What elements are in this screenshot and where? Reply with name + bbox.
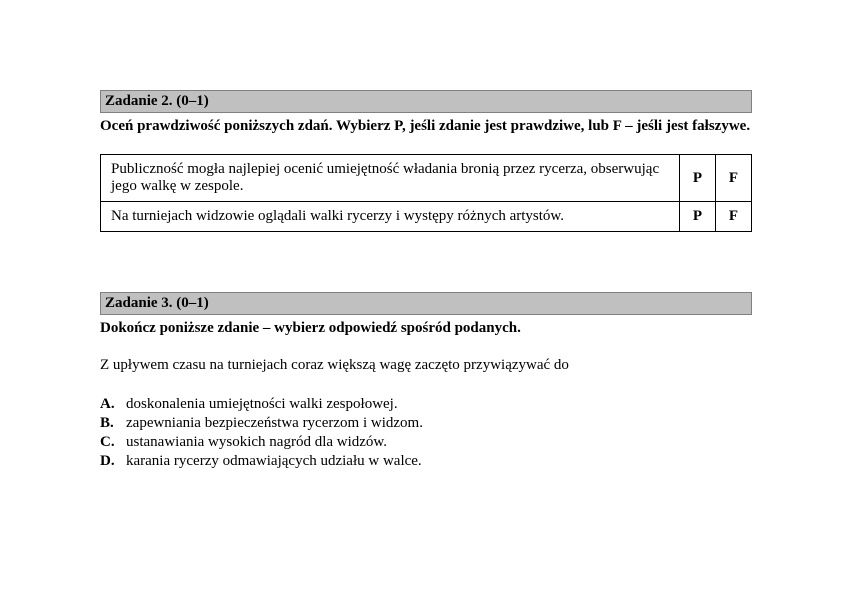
table-row: Na turniejach widzowie oglądali walki ry… xyxy=(101,202,752,232)
task2-header: Zadanie 2. (0–1) xyxy=(100,90,752,113)
answer-p[interactable]: P xyxy=(680,155,716,202)
option-letter: B. xyxy=(100,415,126,432)
answer-f[interactable]: F xyxy=(716,155,752,202)
option-text: ustanawiania wysokich nagród dla widzów. xyxy=(126,434,752,451)
option-text: doskonalenia umiejętności walki zespołow… xyxy=(126,396,752,413)
statement-cell: Na turniejach widzowie oglądali walki ry… xyxy=(101,202,680,232)
table-row: Publiczność mogła najlepiej ocenić umiej… xyxy=(101,155,752,202)
statement-cell: Publiczność mogła najlepiej ocenić umiej… xyxy=(101,155,680,202)
task3-instruction: Dokończ poniższe zdanie – wybierz odpowi… xyxy=(100,318,752,338)
option-b[interactable]: B. zapewniania bezpieczeństwa rycerzom i… xyxy=(100,415,752,432)
option-c[interactable]: C. ustanawiania wysokich nagród dla widz… xyxy=(100,434,752,451)
task3-prompt: Z upływem czasu na turniejach coraz więk… xyxy=(100,357,752,374)
task3-header: Zadanie 3. (0–1) xyxy=(100,292,752,315)
option-letter: C. xyxy=(100,434,126,451)
option-d[interactable]: D. karania rycerzy odmawiających udziału… xyxy=(100,453,752,470)
option-text: karania rycerzy odmawiających udziału w … xyxy=(126,453,752,470)
task2-table: Publiczność mogła najlepiej ocenić umiej… xyxy=(100,154,752,232)
option-letter: A. xyxy=(100,396,126,413)
task3-options: A. doskonalenia umiejętności walki zespo… xyxy=(100,396,752,470)
option-letter: D. xyxy=(100,453,126,470)
answer-p[interactable]: P xyxy=(680,202,716,232)
option-text: zapewniania bezpieczeństwa rycerzom i wi… xyxy=(126,415,752,432)
option-a[interactable]: A. doskonalenia umiejętności walki zespo… xyxy=(100,396,752,413)
task2-instruction: Oceń prawdziwość poniższych zdań. Wybier… xyxy=(100,116,752,136)
answer-f[interactable]: F xyxy=(716,202,752,232)
